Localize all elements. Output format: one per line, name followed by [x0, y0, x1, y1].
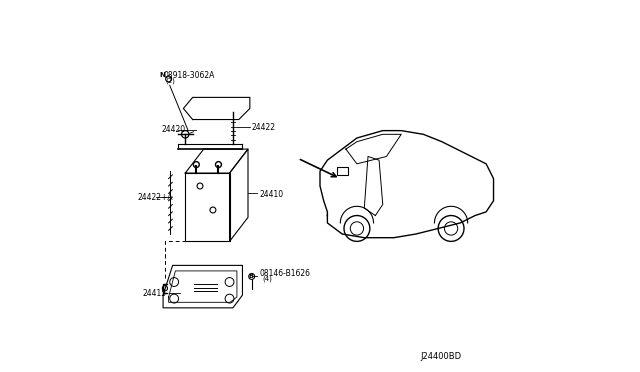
Text: B: B — [248, 274, 253, 279]
Text: 24422: 24422 — [252, 123, 276, 132]
Text: 24422+A: 24422+A — [137, 193, 173, 202]
Text: (2): (2) — [166, 77, 175, 84]
Text: 24420: 24420 — [161, 125, 186, 134]
Text: J24400BD: J24400BD — [420, 352, 461, 361]
Text: N: N — [159, 72, 165, 78]
Text: 24415: 24415 — [143, 289, 167, 298]
Text: 24410: 24410 — [259, 190, 284, 199]
Text: 08918-3062A: 08918-3062A — [163, 71, 214, 80]
Text: 08146-B1626: 08146-B1626 — [259, 269, 310, 278]
Text: (4): (4) — [263, 276, 273, 282]
